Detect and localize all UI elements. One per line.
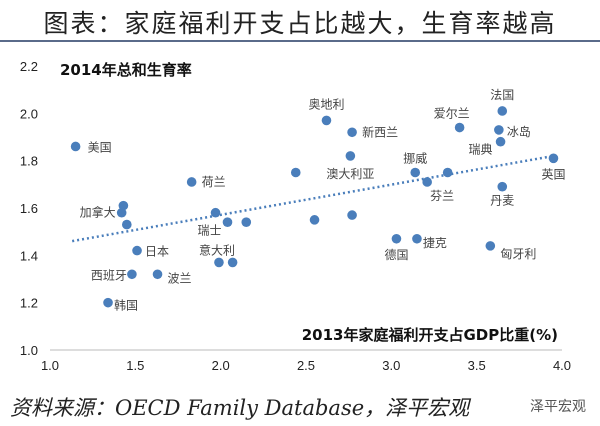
watermark: 泽平宏观 <box>530 399 586 415</box>
data-point <box>127 269 137 280</box>
point-label: 美国 <box>88 140 112 154</box>
point-label: 爱尔兰 <box>434 106 470 121</box>
x-tick-label: 1.0 <box>41 358 59 373</box>
point-label: 瑞士 <box>198 224 222 238</box>
title-divider <box>0 40 600 42</box>
data-point <box>548 153 559 164</box>
point-label: 瑞典 <box>469 143 493 157</box>
data-point <box>442 167 453 178</box>
point-label: 挪威 <box>403 152 427 166</box>
data-point <box>290 167 301 178</box>
data-point <box>186 177 197 187</box>
point-label: 荷兰 <box>202 175 226 189</box>
point-label: 新西兰 <box>362 124 398 139</box>
scatter-chart: 1.0 1.5 2.0 2.5 3.0 3.5 4.0 1.0 1.2 1.4 1.6 1.8 2.0 2… <box>20 59 571 373</box>
point-label: 德国 <box>384 247 408 262</box>
figure-title: 图表：家庭福利开支占比越大，生育率越高 <box>43 9 557 38</box>
data-point <box>410 167 421 178</box>
x-tick-label: 3.0 <box>382 358 400 373</box>
point-label: 芬兰 <box>430 189 454 203</box>
data-point <box>497 106 508 116</box>
y-tick-label: 1.2 <box>20 296 38 311</box>
y-tick-label: 1.0 <box>20 343 38 358</box>
data-point <box>347 127 357 138</box>
source-note: 资料来源：OECD Family Database，泽平宏观 <box>10 396 470 420</box>
point-label: 澳大利亚 <box>326 167 374 181</box>
data-point <box>241 217 252 227</box>
point-label: 捷克 <box>423 236 447 250</box>
point-label: 加拿大 <box>80 205 116 220</box>
point-label: 意大利 <box>199 242 235 257</box>
point-label: 韩国 <box>114 298 138 313</box>
data-point <box>391 233 402 244</box>
point-label: 日本 <box>145 245 169 259</box>
trendline <box>71 154 554 243</box>
data-point <box>122 219 132 230</box>
point-label: 法国 <box>490 88 514 102</box>
data-point <box>227 257 238 268</box>
y-tick-label: 1.6 <box>20 201 38 216</box>
data-point <box>412 233 422 244</box>
data-point <box>214 257 224 268</box>
data-point <box>497 181 508 192</box>
data-point <box>118 200 129 211</box>
point-label: 丹麦 <box>490 194 514 208</box>
data-point <box>454 122 465 133</box>
x-tick-label: 2.5 <box>297 358 315 373</box>
data-point <box>132 245 142 256</box>
y-tick-label: 1.8 <box>20 154 38 169</box>
data-point <box>103 297 113 308</box>
x-axis-label: 2013年家庭福利开支占GDP比重(%) <box>302 326 558 344</box>
data-point <box>321 115 332 126</box>
data-point <box>309 215 320 225</box>
y-tick-label: 2.2 <box>20 59 38 74</box>
point-label: 匈牙利 <box>500 247 536 261</box>
point-label: 奥地利 <box>308 97 344 111</box>
data-point <box>152 269 163 280</box>
data-point <box>495 136 506 147</box>
point-label: 英国 <box>541 167 565 181</box>
data-point <box>494 125 504 135</box>
point-label: 冰岛 <box>507 124 531 139</box>
data-point <box>422 177 432 187</box>
data-point <box>347 210 357 220</box>
data-point <box>210 207 221 218</box>
point-label: 波兰 <box>168 271 192 285</box>
point-label: 西班牙 <box>91 268 127 282</box>
data-point <box>70 141 81 152</box>
y-tick-label: 2.0 <box>20 106 38 121</box>
x-tick-label: 1.5 <box>126 358 144 373</box>
data-point <box>485 241 496 251</box>
x-tick-label: 3.5 <box>468 358 486 373</box>
y-axis-label: 2014年总和生育率 <box>60 61 192 79</box>
x-tick-label: 2.0 <box>212 358 230 373</box>
data-point <box>222 217 233 227</box>
y-tick-label: 1.4 <box>20 248 38 263</box>
x-tick-label: 4.0 <box>553 358 571 373</box>
data-point <box>345 151 356 161</box>
